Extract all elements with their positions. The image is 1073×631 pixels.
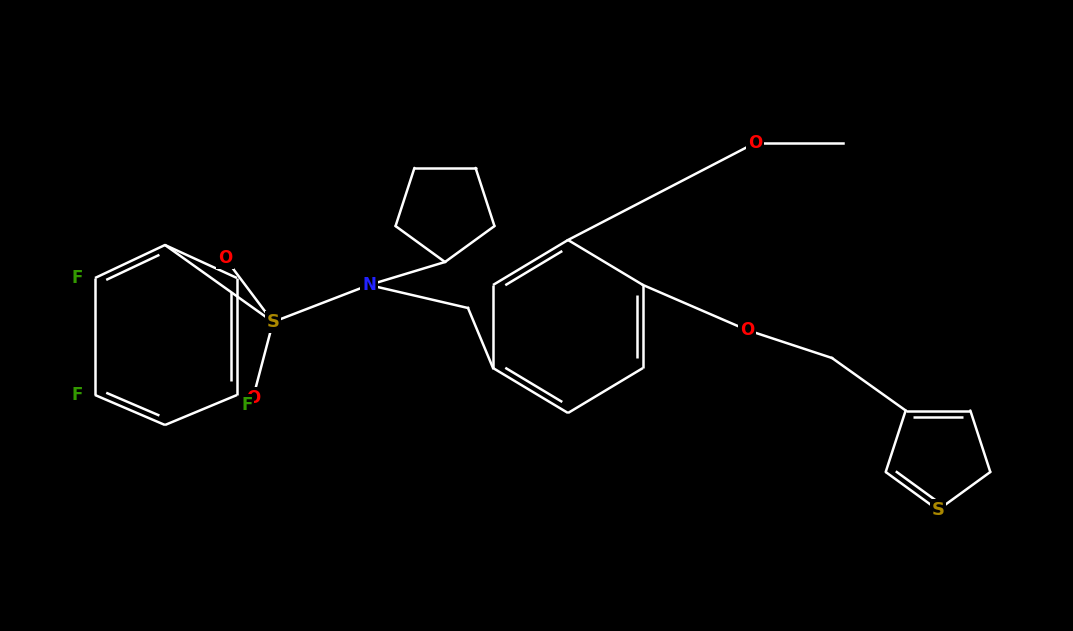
Text: O: O	[748, 134, 762, 152]
Text: F: F	[241, 396, 252, 414]
Text: N: N	[362, 276, 376, 294]
Text: S: S	[931, 501, 944, 519]
Text: O: O	[218, 249, 232, 267]
Text: F: F	[71, 386, 83, 404]
Text: O: O	[246, 389, 260, 407]
Text: F: F	[71, 269, 83, 287]
Text: O: O	[740, 321, 754, 339]
Text: S: S	[266, 313, 279, 331]
